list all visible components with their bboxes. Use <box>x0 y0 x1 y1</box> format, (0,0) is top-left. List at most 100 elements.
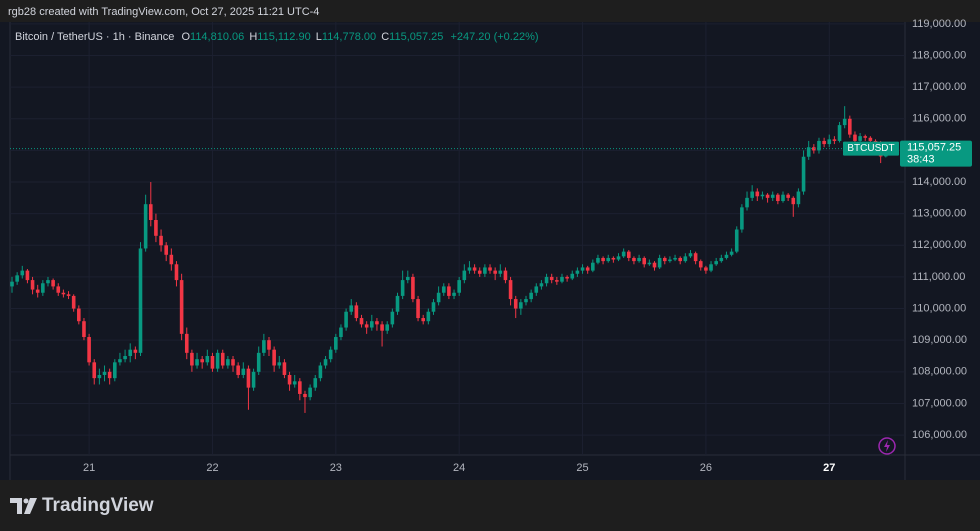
candle-body <box>190 352 194 366</box>
candle-body <box>400 280 405 296</box>
candle-body <box>662 257 667 262</box>
candle-body <box>328 349 333 360</box>
candle-body <box>416 299 420 319</box>
footer-bar <box>0 480 980 531</box>
watermark: TradingView <box>42 495 154 516</box>
y-tick-label: 112,000.00 <box>912 239 966 251</box>
candle-body <box>642 257 647 265</box>
candle-body <box>426 311 431 322</box>
candle-body <box>215 352 220 369</box>
y-tick-label: 108,000.00 <box>912 366 967 378</box>
y-tick-label: 106,000.00 <box>912 429 967 441</box>
x-tick-label: 25 <box>576 462 588 474</box>
candle-body <box>61 292 66 295</box>
candle-body <box>539 283 544 287</box>
price-tag <box>900 140 972 167</box>
candle-body <box>164 245 168 255</box>
candle-body <box>560 276 564 282</box>
candle-body <box>683 256 688 262</box>
y-tick-label: 113,000.00 <box>912 208 966 220</box>
candle-body <box>817 140 821 151</box>
candle-body <box>796 191 801 205</box>
candle-body <box>704 267 708 271</box>
candle-body <box>853 134 857 141</box>
candle-body <box>411 276 415 300</box>
candle-body <box>627 251 631 258</box>
candle-body <box>750 191 754 198</box>
candle-body <box>549 276 554 281</box>
candle-body <box>714 261 718 265</box>
candle-body <box>354 305 359 319</box>
candle-body <box>205 356 210 363</box>
candle-body <box>184 333 189 353</box>
candle-body <box>709 264 713 271</box>
y-tick-label: 119,000.00 <box>912 18 966 30</box>
candle-body <box>673 257 677 260</box>
candle-body <box>524 299 528 303</box>
header-text: rgb28 created with TradingView.com, Oct … <box>8 6 319 18</box>
candle-body <box>483 267 487 274</box>
candle-body <box>591 262 595 271</box>
candle-body <box>390 311 395 325</box>
candle-body <box>637 257 641 262</box>
candle-body <box>334 337 338 350</box>
candle-body <box>303 393 307 398</box>
candle-body <box>143 204 148 249</box>
candle-body <box>513 299 518 309</box>
candle-body <box>616 256 621 260</box>
candle-body <box>195 359 199 366</box>
candle-body <box>35 289 40 293</box>
candle-body <box>791 197 796 205</box>
axes: 106,000.00 107,000.00 108,000.00 109,000.00… <box>10 18 972 474</box>
grid <box>10 22 905 455</box>
y-tick-label: 114,000.00 <box>912 176 966 188</box>
candle-body <box>41 283 45 293</box>
candle-body <box>652 262 657 268</box>
symbol-tag <box>843 141 899 156</box>
candle-body <box>287 374 292 385</box>
candle-body <box>277 362 282 366</box>
candle-body <box>364 324 369 328</box>
logo: TradingView <box>10 495 154 516</box>
candle-body <box>755 191 760 197</box>
candle-body <box>668 259 672 262</box>
candle-body <box>493 270 497 274</box>
candle-body <box>380 324 384 331</box>
candle-body <box>693 253 698 262</box>
candle-body <box>745 197 749 208</box>
candle-body <box>740 207 744 230</box>
header-bar <box>0 0 980 22</box>
candle-body <box>226 359 230 366</box>
candle-body <box>858 136 862 141</box>
candle-body <box>323 359 328 366</box>
candle-body <box>405 276 410 281</box>
candle-body <box>719 257 724 262</box>
candle-body <box>498 270 503 274</box>
candle-body <box>848 118 852 135</box>
candle-body <box>308 387 312 398</box>
candle-body <box>256 352 261 372</box>
candle-body <box>220 352 225 366</box>
candle-body <box>375 321 379 325</box>
symbol-title: Bitcoin / TetherUS · 1h · Binance <box>15 31 174 43</box>
candle-body <box>770 194 775 198</box>
candle-body <box>20 270 25 276</box>
candle-body <box>688 253 693 257</box>
ohlc-value: 115,057.25 <box>389 31 443 43</box>
candle-body <box>113 362 117 379</box>
candle-body <box>734 229 739 252</box>
candle-body <box>544 276 549 284</box>
candle-body <box>555 280 559 282</box>
ohlc-value: 114,810.06 <box>190 31 244 43</box>
candle-body <box>231 359 235 366</box>
candle-body <box>472 267 477 271</box>
candle-body <box>436 292 441 303</box>
candle-body <box>97 374 102 379</box>
legend: Bitcoin / TetherUS · 1h · Binance O114,8… <box>15 31 539 43</box>
candle-body <box>832 139 837 141</box>
candle-body <box>837 125 842 141</box>
candle-body <box>10 281 14 287</box>
candle-body <box>359 318 364 325</box>
candle-body <box>611 257 616 260</box>
